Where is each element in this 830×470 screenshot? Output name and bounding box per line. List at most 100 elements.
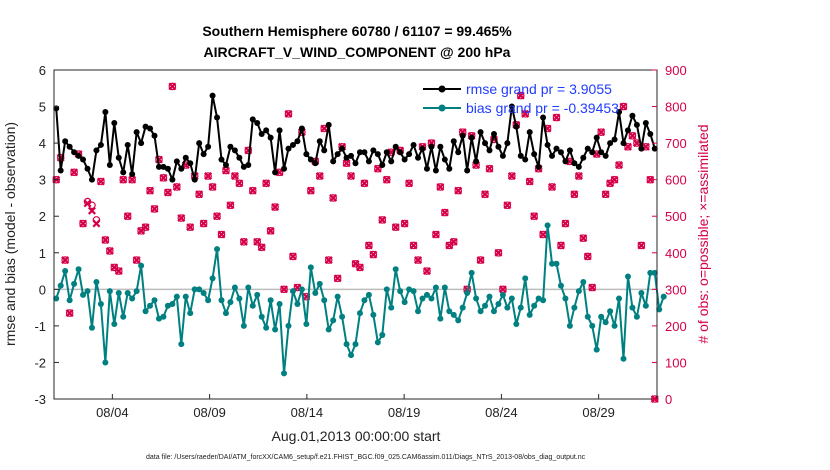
obs-assimilated-point [436,183,445,191]
obs-possible-point [235,179,244,188]
bias-point [432,284,439,291]
rmse-point [446,165,453,172]
obs-assimilated-point [570,190,579,199]
obs-possible-point [624,142,632,151]
obs-assimilated-point [141,223,150,232]
bias-point [53,295,60,302]
bias-point [459,304,466,311]
obs-possible-point [508,172,516,180]
obs-possible-point [485,164,494,173]
obs-possible-point [114,267,123,275]
chart-title-line-2: AIRCRAFT_V_WIND_COMPONENT @ 200 hPa [204,44,511,60]
rmse-point [571,160,578,167]
rmse-point [508,103,515,110]
bias-point [276,300,283,307]
obs-assimilated-point [516,91,525,100]
bias-point [508,295,515,302]
obs-possible-point [454,186,463,195]
y-tick-label: 0 [39,282,46,297]
bias-point [285,322,292,329]
obs-assimilated-point [333,274,342,283]
bias-point [111,321,118,328]
rmse-point [526,129,533,136]
rmse-point [200,151,207,158]
bias-point [419,295,426,302]
obs-assimilated-point [315,172,324,180]
y-right-tick-label: 800 [665,100,687,115]
bias-point [227,299,234,306]
rmse-point [642,120,649,127]
bias-point [553,260,560,267]
rmse-point [84,165,91,172]
obs-possible-point [637,241,646,250]
rmse-point [406,151,413,158]
bias-point [334,293,341,300]
bias-point [200,289,207,296]
bias-point [441,284,448,291]
obs-assimilated-point [481,190,490,199]
bias-point [504,304,511,311]
obs-assimilated-point [454,186,463,195]
obs-possible-point [324,256,333,264]
obs-assimilated-point [92,219,101,228]
bias-point [254,291,261,298]
obs-assimilated-point [382,175,391,184]
rmse-point [549,152,556,159]
bias-point [80,291,87,298]
bias-point [647,269,654,276]
obs-assimilated-point [601,190,610,199]
rmse-point [517,152,524,159]
obs-possible-point [168,82,177,91]
obs-possible-point [159,174,168,182]
obs-possible-point [369,250,378,259]
bias-point [540,297,547,304]
rmse-point [397,149,404,156]
bias-point [147,302,154,309]
bias-point [397,288,404,295]
bias-point [298,286,305,293]
obs-possible-point [266,227,275,235]
obs-possible-point [150,205,159,213]
obs-assimilated-point [172,183,181,191]
obs-assimilated-point [619,102,628,111]
y-tick-label: 2 [39,209,46,224]
obs-assimilated-point [378,215,387,224]
obs-assimilated-point [65,309,74,318]
rmse-point [88,176,95,183]
obs-assimilated-point [257,243,266,252]
obs-assimilated-point [588,283,597,292]
rmse-point [616,109,623,116]
bias-point [325,326,332,333]
rmse-point [428,143,435,150]
plot-area [54,70,657,399]
obs-assimilated-point [199,219,208,228]
bias-point [638,289,645,296]
obs-assimilated-point [146,186,155,195]
rmse-point [611,136,618,143]
bias-point [477,308,484,315]
obs-assimilated-point [239,237,248,246]
bias-point [142,308,149,315]
bias-point [557,282,564,289]
obs-assimilated-point [342,159,351,168]
rmse-point [249,116,256,123]
obs-assimilated-point [306,186,315,195]
obs-assimilated-point [204,172,213,180]
y-tick-label: 3 [39,173,46,188]
obs-possible-point [173,183,181,191]
obs-possible-point [360,179,369,188]
obs-possible-point [583,252,592,261]
rmse-point [307,156,314,163]
obs-assimilated-point [597,128,606,137]
y-tick-label: 1 [39,246,46,261]
rmse-point [361,149,368,156]
obs-possible-point [199,219,208,228]
bias-series [53,222,667,377]
y-axis-label-right: # of obs: o=possible; ×=assimilated [695,124,711,343]
rmse-point [464,167,471,174]
bias-point [62,268,69,275]
rmse-point [267,134,274,141]
obs-assimilated-point [525,177,534,186]
bias-point [495,300,502,307]
